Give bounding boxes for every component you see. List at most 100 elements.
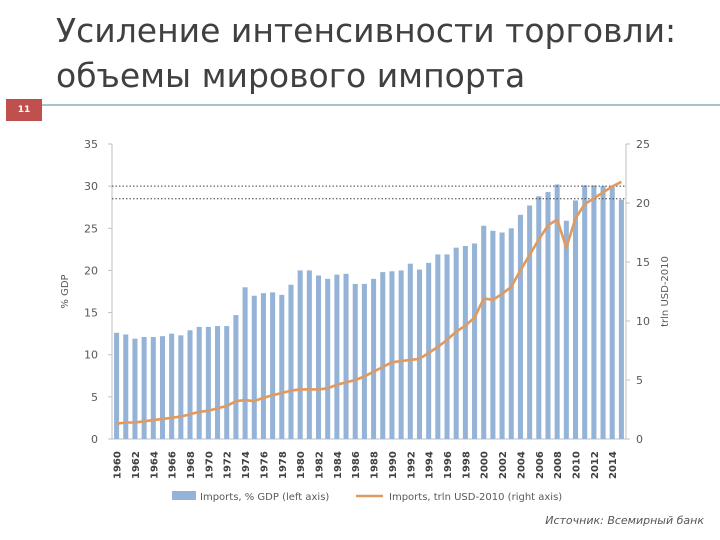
bar-1976: [260, 293, 266, 439]
bar-1971: [215, 326, 221, 439]
bar-1998: [462, 245, 468, 439]
left-tick-label: 15: [84, 307, 98, 320]
x-tick-label: 1994: [425, 451, 436, 479]
bar-2012: [591, 185, 597, 439]
bar-1964: [150, 337, 156, 439]
bar-1970: [205, 326, 211, 439]
bar-2001: [490, 230, 496, 439]
bar-2015: [618, 199, 624, 439]
bar-1983: [325, 278, 331, 439]
legend-swatch-bars: [172, 491, 196, 500]
x-tick-label: 1986: [351, 451, 362, 479]
bar-1985: [343, 273, 349, 439]
bar-1975: [251, 295, 257, 439]
bar-1993: [416, 269, 423, 439]
x-tick-label: 1972: [223, 451, 234, 479]
line-series-imports-trln: [116, 180, 622, 425]
slide-number-badge: 11: [6, 99, 42, 121]
bar-1967: [178, 335, 184, 439]
bar-1990: [389, 271, 395, 439]
bar-2010: [572, 200, 579, 439]
x-tick-label: 1978: [278, 451, 289, 479]
bar-1984: [334, 274, 340, 439]
bar-1992: [407, 263, 413, 439]
right-tick-label: 0: [636, 433, 643, 446]
x-tick-label: 1982: [315, 451, 326, 479]
left-tick-label: 5: [91, 391, 98, 404]
right-tick-label: 20: [636, 197, 650, 210]
bar-2014: [609, 186, 615, 439]
left-tick-label: 0: [91, 433, 98, 446]
imports-chart: 0 5 10 15 20 25 30 35 0 5 10 15 20 25 % GDP trln USD-20…: [60, 138, 671, 503]
bar-1994: [426, 262, 432, 439]
x-tick-label: 2008: [553, 451, 564, 479]
bar-1996: [444, 254, 450, 439]
right-tick-label: 5: [636, 374, 643, 387]
bar-1966: [169, 333, 175, 439]
left-tick-label: 25: [84, 222, 98, 235]
x-tick-label: 1990: [388, 451, 399, 479]
slide-title-line-2: объемы мирового импорта: [56, 56, 526, 95]
x-tick-label: 2010: [572, 451, 583, 479]
x-tick-label: 1998: [461, 451, 472, 479]
bar-1997: [453, 247, 459, 439]
bar-2013: [600, 186, 606, 439]
bar-2003: [508, 228, 514, 439]
x-tick-label: 1984: [333, 451, 344, 479]
x-tick-label: 2012: [590, 451, 601, 479]
bar-1972: [224, 326, 230, 439]
x-tick-label: 2014: [608, 451, 619, 479]
bar-1989: [380, 272, 386, 439]
bar-2011: [582, 185, 588, 439]
x-tick-label: 2002: [498, 451, 509, 479]
bar-2004: [517, 214, 523, 439]
bar-1978: [279, 294, 285, 439]
bar-1960: [114, 332, 120, 439]
bar-2000: [481, 225, 487, 439]
x-tick-label: 1960: [113, 451, 124, 479]
x-tick-label: 1974: [241, 451, 252, 479]
x-tick-label: 1996: [443, 451, 454, 479]
bar-1969: [196, 326, 202, 439]
x-tick-label: 1988: [370, 451, 381, 479]
bar-1980: [297, 270, 303, 439]
x-tick-label: 1976: [259, 451, 270, 479]
bar-1962: [132, 338, 138, 439]
bar-1991: [398, 270, 404, 439]
bar-1963: [141, 337, 147, 439]
x-tick-label: 1968: [186, 451, 197, 479]
bar-1988: [371, 278, 377, 439]
left-axis-title: % GDP: [60, 274, 71, 308]
source-note: Источник: Всемирный банк: [545, 514, 704, 527]
bar-2009: [563, 220, 569, 439]
x-tick-label: 1964: [149, 451, 160, 479]
right-axis-title: trln USD-2010: [660, 256, 671, 327]
bar-1965: [159, 336, 166, 439]
bar-1999: [472, 243, 478, 439]
bar-2002: [499, 232, 505, 439]
x-tick-label: 1980: [296, 451, 307, 479]
x-tick-label: 1962: [131, 451, 142, 479]
x-tick-label: 1970: [204, 451, 215, 479]
bar-1981: [306, 270, 312, 439]
bar-1986: [352, 283, 358, 439]
x-tick-label: 1992: [406, 451, 417, 479]
left-tick-label: 30: [84, 180, 98, 193]
bar-1973: [233, 315, 239, 439]
right-tick-label: 10: [636, 315, 650, 328]
plot-area: 0 5 10 15 20 25 30 35 0 5 10 15 20 25 % GDP trln USD-20…: [60, 138, 671, 503]
left-tick-label: 35: [84, 138, 98, 151]
x-tick-label: 1966: [168, 451, 179, 479]
x-tick-label: 2006: [535, 451, 546, 479]
bar-1979: [288, 284, 294, 439]
x-tick-label: 2004: [516, 451, 527, 479]
left-tick-label: 20: [84, 264, 98, 277]
legend-label-bars: Imports, % GDP (left axis): [200, 492, 329, 503]
left-tick-label: 10: [84, 349, 98, 362]
bar-1974: [242, 287, 248, 439]
bar-1987: [361, 283, 367, 439]
slide-title-line-1: Усиление интенсивности торговли:: [56, 11, 677, 50]
bar-2006: [536, 196, 542, 439]
slide-title: Усиление интенсивности торговли: объемы …: [56, 8, 716, 98]
bar-1982: [315, 275, 322, 439]
